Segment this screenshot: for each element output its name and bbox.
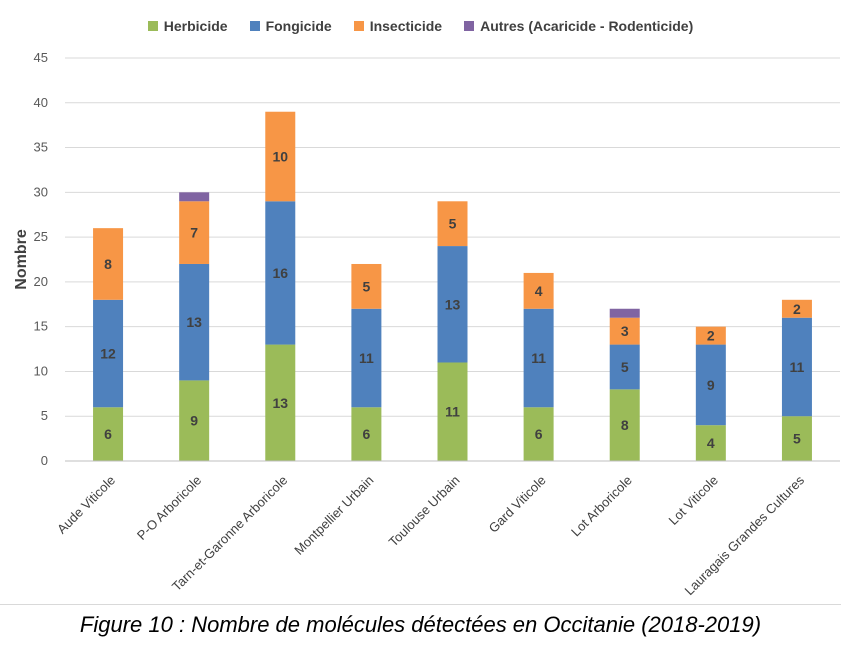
bar-segment — [695, 425, 726, 461]
bar-segment — [351, 407, 382, 461]
bar-segment — [179, 201, 210, 264]
data-label: 11 — [359, 350, 374, 366]
x-tick-label: Aude Viticole — [54, 473, 118, 537]
figure-caption: Figure 10 : Nombre de molécules détectée… — [79, 612, 762, 637]
y-tick-label: 20 — [34, 274, 48, 289]
bar-segment — [265, 344, 296, 461]
data-label: 12 — [100, 346, 116, 362]
x-tick-label: P-O Arboricole — [134, 473, 204, 543]
bar-segment — [609, 317, 640, 345]
data-label: 11 — [445, 404, 460, 420]
data-label: 6 — [104, 426, 112, 442]
data-label: 9 — [190, 413, 198, 429]
data-label: 11 — [531, 350, 546, 366]
legend-swatch — [353, 21, 364, 31]
y-tick-label: 45 — [34, 50, 48, 65]
bar-segment — [523, 308, 554, 408]
bar-segment — [523, 272, 554, 309]
legend-swatch — [147, 21, 158, 31]
y-tick-label: 0 — [41, 453, 48, 468]
bar-segment — [93, 299, 124, 408]
y-tick-label: 5 — [41, 408, 48, 423]
data-label: 13 — [186, 314, 202, 330]
x-tick-label: Toulouse Urbain — [386, 473, 463, 550]
legend-label: Autres (Acaricide - Rodenticide) — [480, 18, 694, 34]
bar-segment — [609, 389, 640, 461]
x-tick-label: Lot Viticole — [666, 473, 721, 528]
data-label: 9 — [707, 377, 715, 393]
x-tick-label: Gard Viticole — [486, 473, 549, 536]
data-label: 5 — [793, 431, 801, 447]
legend-label: Fongicide — [265, 18, 332, 34]
bar-segment — [781, 317, 812, 417]
legend-swatch — [464, 21, 475, 31]
bar-segment — [609, 344, 640, 390]
y-tick-label: 35 — [34, 140, 48, 155]
data-label: 13 — [445, 296, 461, 312]
caption-divider — [0, 604, 841, 605]
data-label: 5 — [449, 216, 457, 232]
data-label: 2 — [707, 328, 715, 344]
bar-segment — [93, 407, 124, 461]
legend-item: Autres (Acaricide - Rodenticide) — [464, 18, 693, 34]
data-label: 13 — [272, 395, 288, 411]
bar-segment — [437, 246, 468, 363]
data-label: 5 — [621, 359, 629, 375]
data-label: 2 — [793, 301, 801, 317]
bar-segment — [437, 362, 468, 461]
bar-segment — [437, 201, 468, 247]
data-label: 16 — [272, 265, 288, 281]
data-label: 11 — [790, 359, 805, 375]
legend-item: Fongicide — [249, 18, 332, 34]
bar-segment — [93, 228, 124, 300]
bar-segment — [351, 263, 382, 309]
bar-segment — [265, 111, 296, 202]
bar-segment — [179, 380, 210, 461]
y-tick-label: 30 — [34, 184, 48, 199]
y-tick-label: 15 — [34, 319, 48, 334]
x-tick-label: Lot Arboricole — [568, 473, 635, 540]
data-label: 8 — [104, 256, 112, 272]
bar-segment — [695, 326, 726, 345]
bar-segment — [523, 407, 554, 461]
bar-segment — [179, 192, 210, 202]
bar-segment — [179, 263, 210, 381]
legend-label: Herbicide — [163, 18, 228, 34]
bar-segment — [351, 308, 382, 408]
bar-segment — [695, 344, 726, 426]
data-label: 10 — [272, 149, 288, 165]
legend-swatch — [249, 21, 260, 31]
data-label: 5 — [362, 278, 370, 294]
bar-segment — [781, 299, 812, 318]
chart-legend: Herbicide Fongicide Insecticide Autres (Aca… — [0, 18, 841, 34]
data-label: 8 — [621, 417, 629, 433]
y-axis-label: Nombre — [13, 229, 30, 290]
y-tick-label: 40 — [34, 95, 48, 110]
legend-label: Insecticide — [369, 18, 443, 34]
x-tick-label: Montpellier Urbain — [291, 473, 376, 558]
data-label: 4 — [707, 435, 715, 451]
bar-segment — [609, 308, 640, 318]
data-label: 3 — [621, 323, 629, 339]
legend-item: Herbicide — [147, 18, 228, 34]
y-tick-label: 25 — [34, 229, 48, 244]
data-label: 4 — [535, 283, 543, 299]
data-label: 6 — [535, 426, 543, 442]
data-label: 6 — [362, 426, 370, 442]
y-tick-label: 10 — [34, 363, 48, 378]
data-label: 7 — [190, 225, 198, 241]
bar-segment — [265, 201, 296, 345]
legend-item: Insecticide — [353, 18, 443, 34]
bar-segment — [781, 416, 812, 461]
